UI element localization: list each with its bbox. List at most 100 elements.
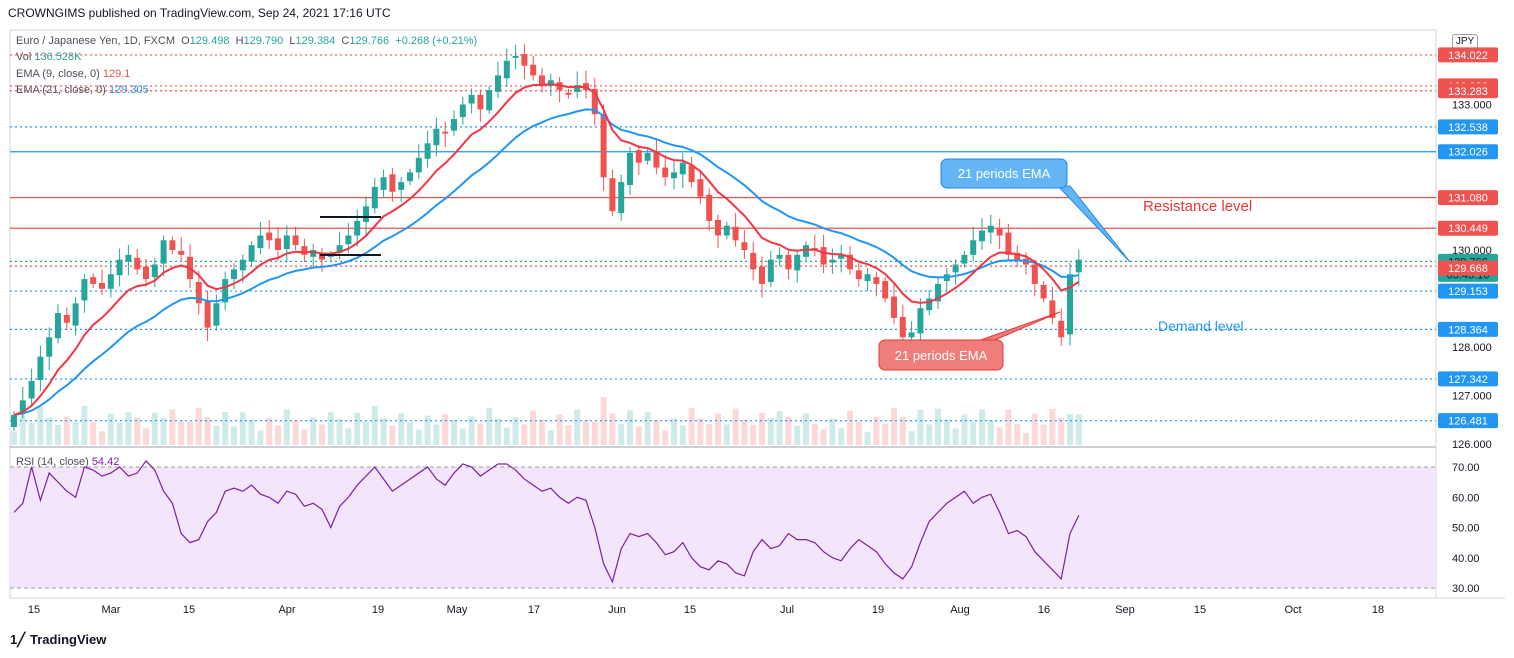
volume-bars [11,397,1082,445]
blue-callout-text: 21 periods EMA [958,166,1051,181]
time-axis-tick: 15 [183,604,195,616]
volume-bar [979,409,985,445]
volume-bar [143,428,149,445]
volume-bar [99,431,105,445]
demand-label: Demand level [1158,318,1244,334]
candle-body [336,245,343,253]
candle-body [882,281,889,299]
rsi-band [10,467,1436,588]
volume-bar [28,422,35,445]
candle-body [37,356,44,380]
candle-body [19,400,26,412]
price-tag-text: 133.283 [1448,86,1488,98]
time-axis-tick: Mar [102,604,121,616]
volume-bar [503,427,510,445]
volume-bar [495,418,501,445]
candle-body [495,75,501,92]
ema9-label: EMA (9, close, 0) [16,68,100,80]
volume-bar [776,411,783,445]
volume-bar [600,397,607,445]
volume-bar [935,408,941,445]
candle-body [979,230,985,242]
candle-body [63,314,70,323]
volume-bar [336,419,343,445]
close-label: C [341,35,350,47]
price-levels [10,54,1436,422]
price-tag-bg [1438,190,1498,206]
axes: 133.000130.000128.000127.000126.00070.00… [28,100,1492,617]
candle-body [257,235,264,249]
volume-bar [55,425,61,445]
volume-bar [231,426,237,445]
volume-bar [741,419,748,445]
candle-body [81,279,88,301]
candle-body [363,206,369,222]
candle-body [715,219,721,236]
candle-body [935,283,941,302]
candle-body [292,235,299,246]
rsi-legend: RSI (14, close) 54.42 [16,456,119,468]
volume-bar [750,424,757,445]
candle-body [618,182,625,214]
candle-body [926,298,933,311]
volume-bar [609,413,616,445]
volume-bar [239,412,246,445]
candle-body [345,235,352,245]
time-axis-tick: Jun [608,604,626,616]
price-tag-text: 132.026 [1448,147,1488,159]
ema21-legend: EMA (21, close, 0) 129.305 [16,84,149,96]
volume-bar [679,425,686,445]
volume-bar [292,420,299,445]
volume-bar [996,427,1003,445]
volume-bar [433,424,440,445]
volume-bar [63,416,70,445]
candle-body [521,54,528,66]
open-label: O [181,35,190,47]
price-tag-text: 127.342 [1448,374,1488,386]
candle-body [415,157,422,173]
candle-body [160,240,167,264]
volume-bar [46,417,53,445]
candle-body [407,172,413,182]
volume-bar [1005,409,1012,445]
rsi-axis-tick: 70.00 [1452,462,1480,474]
symbol-name: Euro / Japanese Yen, 1D, FXCM [16,35,175,47]
volume-bar [697,418,704,445]
candle-body [354,220,361,236]
ema-lines [13,83,1080,416]
volume-bar [266,418,273,445]
volume-bar [899,416,906,445]
candle-body [239,259,246,271]
volume-bar [671,418,677,445]
volume-bar [539,419,545,445]
candle-body [486,89,493,111]
candle-body [1040,284,1047,299]
high-value: 129.790 [243,35,284,47]
volume-bar [371,405,378,445]
volume-bar [635,426,642,445]
volume-bar [970,421,977,445]
ema9-legend: EMA (9, close, 0) 129.1 [16,68,130,80]
red-callout-box [878,339,1004,371]
high-label: H [235,35,244,47]
volume-bar [943,419,950,445]
candle-body [952,264,959,273]
volume-bar [1014,424,1021,445]
volume-bar [706,424,713,445]
price-tag-bg [1438,220,1498,236]
candle-body [301,246,308,255]
volume-bar [319,424,325,445]
volume-bar [257,430,264,445]
price-tag-text: 130.449 [1448,223,1488,235]
time-axis-tick: 19 [872,604,884,616]
candle-body [530,64,537,76]
candle-body [917,308,924,334]
time-axis-tick: 15 [28,604,40,616]
ema21-line [13,108,1079,416]
candle-body [899,316,906,338]
volume-bar [864,432,871,445]
tradingview-footer[interactable]: 1╱ TradingView [10,632,106,648]
rsi-axis-tick: 60.00 [1452,492,1480,504]
volume-bar [283,409,290,445]
